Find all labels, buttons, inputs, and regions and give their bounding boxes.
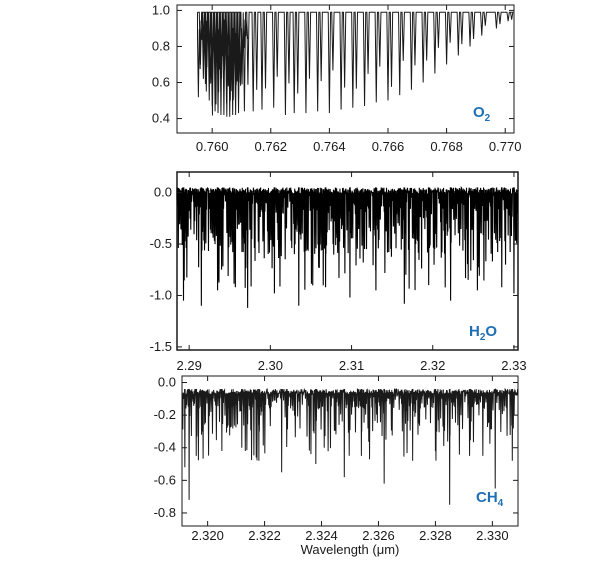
h2o-panel: 2.29 2.30 2.31 2.32 2.33 0.0 -0.5 -1.0 -1.5 H2O xyxy=(150,171,527,373)
o2-plot-frame xyxy=(176,4,515,134)
y-tick-label: -1.5 xyxy=(150,339,172,354)
ch4-plot-frame xyxy=(181,375,519,527)
y-tick-label: 1.0 xyxy=(152,2,170,17)
h2o-plot-frame xyxy=(176,171,519,351)
y-tick-label: -0.4 xyxy=(154,440,176,455)
ch4-spectrum xyxy=(181,387,519,505)
y-tick-label: -0.2 xyxy=(154,407,176,422)
x-tick-label: 2.32 xyxy=(420,358,445,373)
spectrum-trace xyxy=(197,11,514,117)
x-tick-label: 0.762 xyxy=(255,139,288,154)
x-tick-label: 2.326 xyxy=(362,528,395,543)
x-axis-title: Wavelength (μm) xyxy=(301,542,400,557)
y-tick-label: 0.4 xyxy=(152,111,170,126)
h2o-spectrum xyxy=(176,186,519,308)
o2-molecule-label: O2 xyxy=(473,104,491,124)
ch4-y-axis: 0.0 -0.2 -0.4 -0.6 -0.8 xyxy=(154,375,518,520)
y-tick-label: 0.6 xyxy=(152,75,170,90)
h2o-x-axis: 2.29 2.30 2.31 2.32 2.33 xyxy=(177,172,527,373)
x-tick-label: 0.766 xyxy=(372,139,405,154)
ch4-panel: 2.320 2.322 2.324 2.326 2.328 2.330 0.0 -0.2 -0… xyxy=(154,375,519,543)
y-tick-label: -0.5 xyxy=(150,236,172,251)
x-tick-label: 2.33 xyxy=(501,358,526,373)
x-tick-label: 0.760 xyxy=(196,139,229,154)
y-tick-label: -1.0 xyxy=(150,287,172,302)
x-tick-label: 0.764 xyxy=(313,139,346,154)
x-tick-label: 2.324 xyxy=(305,528,338,543)
y-tick-label: -0.8 xyxy=(154,505,176,520)
h2o-y-axis: 0.0 -0.5 -1.0 -1.5 xyxy=(150,185,518,354)
spectrum-trace xyxy=(181,387,519,505)
y-tick-label: 0.0 xyxy=(154,185,172,200)
ch4-x-axis: 2.320 2.322 2.324 2.326 2.328 2.330 xyxy=(191,376,509,543)
x-tick-label: 2.31 xyxy=(339,358,364,373)
y-tick-label: 0.0 xyxy=(158,375,176,390)
ch4-molecule-label: CH4 xyxy=(476,489,504,509)
y-tick-label: 0.8 xyxy=(152,38,170,53)
x-tick-label: 0.770 xyxy=(489,139,522,154)
x-tick-label: 2.320 xyxy=(191,528,224,543)
x-tick-label: 2.328 xyxy=(419,528,452,543)
h2o-molecule-label: H2O xyxy=(469,323,497,343)
o2-x-axis: 0.760 0.762 0.764 0.766 0.768 0.770 xyxy=(196,5,522,154)
y-tick-label: -0.6 xyxy=(154,472,176,487)
x-tick-label: 2.330 xyxy=(476,528,509,543)
x-tick-label: 2.30 xyxy=(258,358,283,373)
x-tick-label: 2.29 xyxy=(177,358,202,373)
o2-spectrum xyxy=(197,11,514,117)
o2-panel: 0.760 0.762 0.764 0.766 0.768 0.770 1.0 0.8 0.6… xyxy=(152,2,522,154)
x-tick-label: 2.322 xyxy=(248,528,281,543)
spectrum-trace xyxy=(176,186,519,308)
o2-y-axis: 1.0 0.8 0.6 0.4 xyxy=(152,2,514,126)
x-tick-label: 0.768 xyxy=(430,139,463,154)
